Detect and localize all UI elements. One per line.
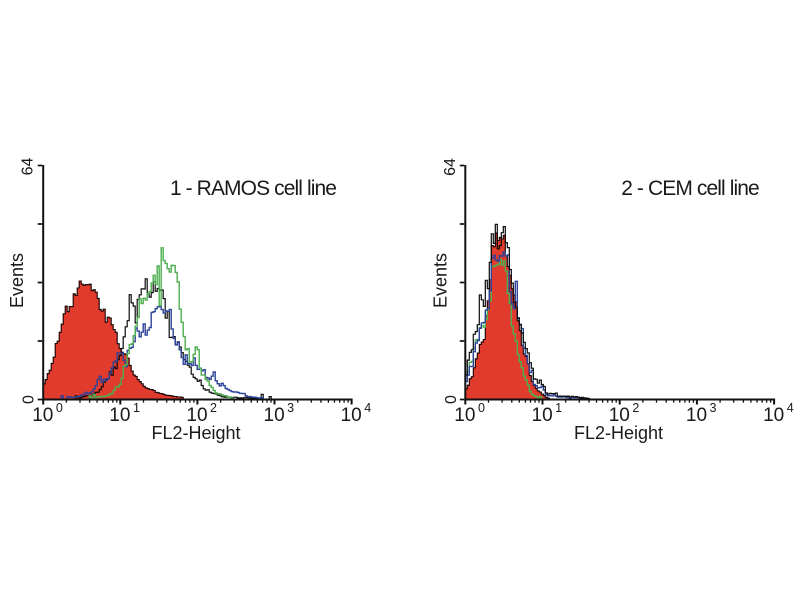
svg-text:Events: Events <box>431 253 451 308</box>
svg-text:1 - RAMOS cell line: 1 - RAMOS cell line <box>170 177 336 200</box>
svg-text:0: 0 <box>21 395 38 404</box>
svg-text:FL2-Height: FL2-Height <box>574 423 663 443</box>
svg-text:Events: Events <box>7 253 27 308</box>
svg-text:2 - CEM cell line: 2 - CEM cell line <box>621 177 759 200</box>
svg-text:0: 0 <box>443 395 460 404</box>
svg-text:64: 64 <box>442 158 459 176</box>
svg-text:FL2-Height: FL2-Height <box>151 423 240 443</box>
svg-text:104: 10 4 <box>763 401 794 426</box>
svg-text:64: 64 <box>20 158 37 176</box>
